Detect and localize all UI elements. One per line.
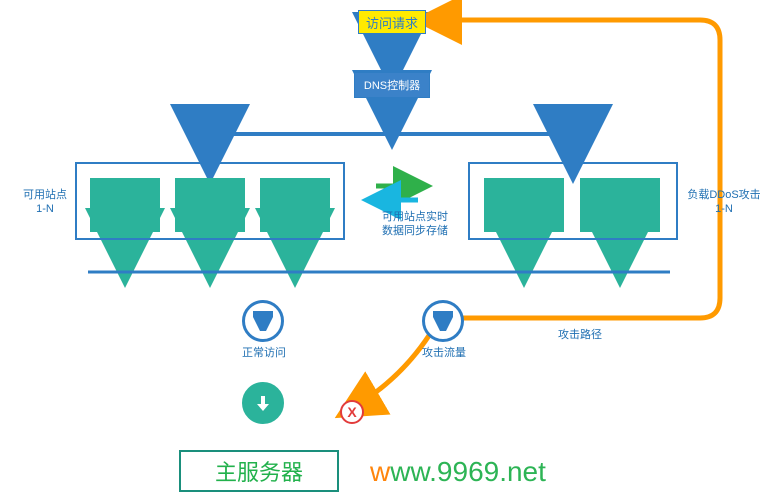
center-sync-label: 可用站点实时数据同步存储 bbox=[370, 210, 460, 239]
request-node: 访问请求 bbox=[358, 10, 426, 34]
sub-box bbox=[484, 178, 564, 232]
request-label: 访问请求 bbox=[366, 13, 418, 32]
attack-traffic-circle bbox=[422, 300, 464, 342]
sub-box bbox=[580, 178, 660, 232]
main-server-label: 主服务器 bbox=[215, 455, 303, 487]
wm-part2: ww bbox=[390, 456, 429, 487]
left-cluster-label: 可用站点1-N bbox=[20, 188, 70, 217]
watermark: www.9969.net bbox=[370, 456, 546, 488]
sub-box bbox=[260, 178, 330, 232]
attack-path-label: 攻击路径 bbox=[550, 328, 610, 342]
normal-access-circle bbox=[242, 300, 284, 342]
blocked-x: X bbox=[347, 404, 356, 420]
wm-part1: w bbox=[370, 456, 390, 487]
sub-box bbox=[90, 178, 160, 232]
wm-part3: .9969.net bbox=[429, 456, 546, 487]
blocked-icon: X bbox=[340, 400, 364, 424]
sub-box bbox=[175, 178, 245, 232]
main-server-node: 主服务器 bbox=[179, 450, 339, 492]
attack-traffic-label: 攻击流量 bbox=[414, 346, 474, 360]
normal-access-label: 正常访问 bbox=[234, 346, 294, 360]
dns-node: DNS控制器 bbox=[354, 72, 430, 98]
down-to-server-circle bbox=[242, 382, 284, 424]
dns-label: DNS控制器 bbox=[364, 77, 420, 93]
right-cluster-label: 负载DDoS攻击1-N bbox=[684, 188, 764, 217]
